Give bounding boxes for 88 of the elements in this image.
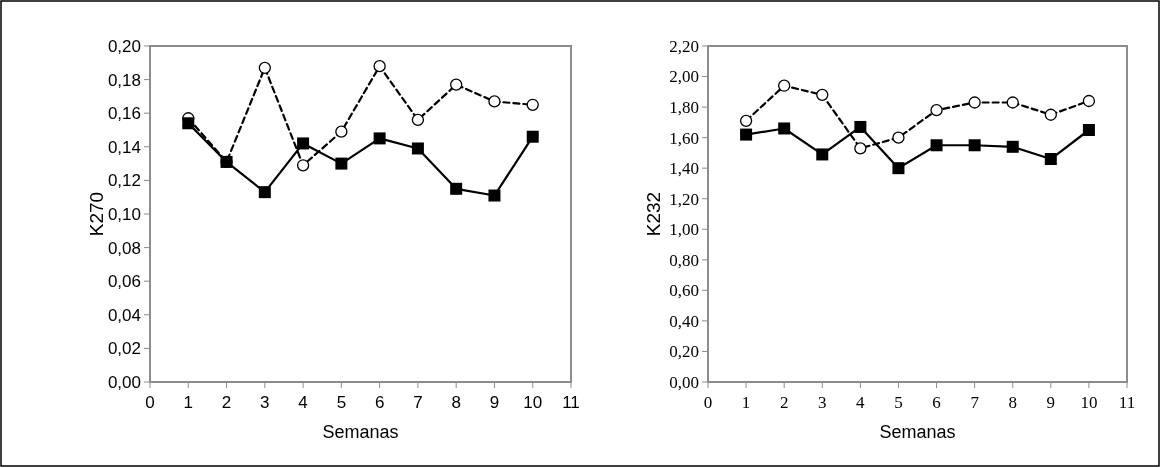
y-tick-label: 0,20 (107, 36, 141, 56)
x-tick-label: 7 (970, 393, 980, 412)
y-tick-label: 0,10 (107, 204, 141, 224)
x-tick-label: 4 (856, 393, 866, 412)
x-tick-label: 3 (818, 393, 827, 412)
point (1082, 94, 1096, 108)
y-tick-label: 2,20 (669, 36, 699, 56)
point (373, 132, 386, 145)
y-axis-title: K232 (643, 191, 664, 237)
y-tick-label: 0,20 (669, 342, 699, 362)
x-tick-label: 9 (1046, 393, 1056, 412)
y-tick-label: 1,00 (669, 220, 699, 240)
point (778, 79, 791, 92)
y-tick-label: 1,60 (669, 128, 699, 148)
y-tick-label: 0,00 (669, 372, 699, 392)
point (892, 131, 905, 144)
x-tick-label: 8 (1008, 393, 1017, 412)
point (930, 104, 943, 117)
y-tick-label: 1,80 (669, 98, 699, 118)
point (488, 189, 501, 202)
point (373, 60, 386, 73)
point (182, 117, 195, 130)
point (854, 142, 867, 155)
point (335, 125, 348, 138)
y-tick-label: 0,00 (107, 372, 141, 392)
point (892, 162, 905, 175)
x-tick-label: 6 (932, 393, 941, 412)
x-tick-label: 3 (260, 393, 270, 412)
point (930, 139, 943, 152)
y-tick-label: 0,06 (107, 272, 141, 292)
y-tick-label: 1,20 (669, 189, 699, 209)
point (968, 139, 981, 152)
point (258, 61, 271, 74)
point (450, 182, 463, 195)
y-tick-label: 0,40 (669, 311, 699, 331)
x-tick-label: 11 (562, 393, 580, 412)
point (740, 128, 753, 141)
x-tick-label: 4 (298, 393, 308, 412)
point (526, 130, 539, 143)
point (1006, 96, 1019, 109)
point (739, 114, 753, 127)
x-tick-label: 8 (451, 393, 461, 412)
point (297, 137, 310, 150)
y-tick-label: 0,16 (107, 104, 141, 124)
x-tick-label: 10 (1080, 393, 1098, 412)
x-tick-label: 9 (489, 393, 500, 412)
x-tick-label: 11 (1118, 393, 1136, 412)
point (258, 186, 271, 199)
x-tick-label: 5 (336, 393, 347, 412)
x-tick-label: 0 (145, 393, 155, 412)
point (854, 120, 867, 133)
y-tick-label: 2,00 (669, 67, 699, 87)
point (1044, 108, 1057, 121)
y-tick-label: 0,18 (107, 70, 141, 90)
y-tick-label: 1,40 (669, 159, 699, 179)
x-tick-label: 7 (413, 393, 423, 412)
x-tick-label: 0 (703, 393, 713, 412)
y-tick-label: 0,60 (669, 281, 699, 301)
y-tick-label: 0,04 (107, 305, 141, 325)
point (1044, 153, 1057, 166)
point (526, 98, 539, 111)
point (816, 148, 829, 161)
x-tick-label: 2 (779, 393, 789, 412)
point (816, 88, 829, 102)
y-tick-label: 0,02 (107, 339, 141, 359)
point (488, 95, 501, 108)
x-tick-label: 1 (741, 393, 751, 412)
x-tick-label: 10 (523, 393, 543, 412)
x-axis-title: Semanas (322, 422, 399, 442)
x-axis-title: Semanas (879, 422, 956, 442)
y-axis-title: K270 (86, 191, 107, 237)
point (778, 122, 791, 135)
point (411, 113, 425, 127)
x-tick-label: 1 (183, 393, 194, 412)
y-tick-label: 0,80 (669, 250, 699, 270)
point (1006, 140, 1019, 153)
x-tick-label: 2 (221, 393, 232, 412)
point (968, 96, 981, 109)
point (1082, 124, 1095, 136)
x-tick-label: 5 (894, 393, 903, 412)
x-tick-label: 6 (374, 393, 385, 412)
point (411, 142, 424, 155)
y-tick-label: 0,12 (107, 171, 141, 191)
y-tick-label: 0,14 (107, 137, 141, 157)
point (335, 157, 348, 170)
point (296, 159, 310, 172)
point (450, 78, 463, 91)
y-tick-label: 0,08 (107, 238, 141, 258)
